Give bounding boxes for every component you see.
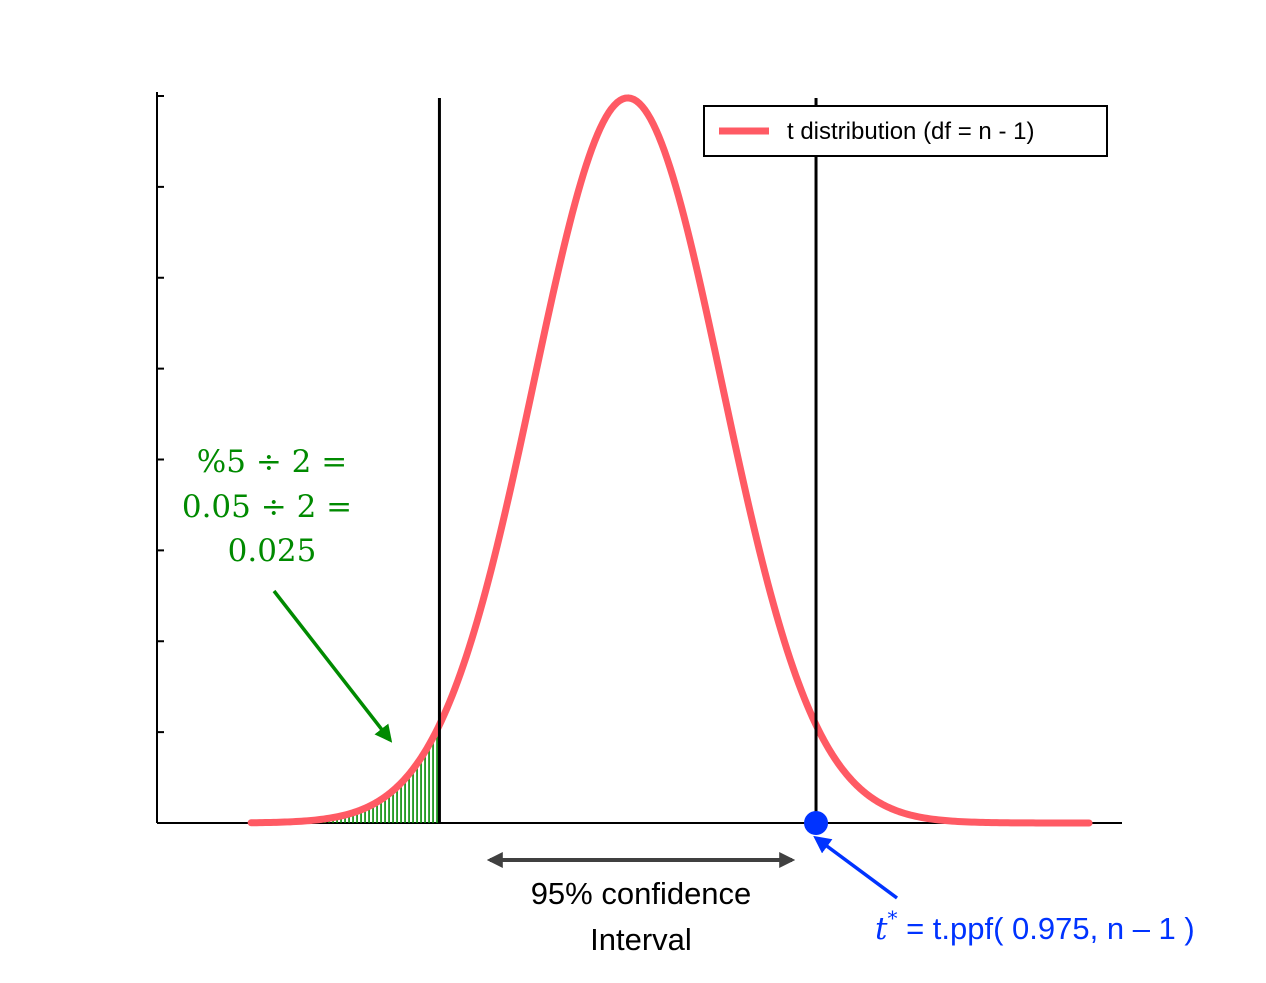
- t-star-label: t* = t.ppf( 0.975, n – 1 ): [875, 906, 1195, 947]
- interval-line-1: 95% confidence: [531, 876, 752, 911]
- t-star-annotation: t* = t.ppf( 0.975, n – 1 ): [813, 835, 1195, 947]
- legend: t distribution (df = n - 1): [703, 105, 1108, 157]
- t-star-expression: = t.ppf( 0.975, n – 1 ): [897, 911, 1194, 946]
- t-star-superscript: *: [887, 906, 897, 930]
- alpha-annotation: %5 ÷ 2 = 0.05 ÷ 2 = 0.025: [182, 444, 393, 743]
- alpha-arrow: [272, 589, 393, 743]
- alpha-line-2: 0.05 ÷ 2 =: [182, 489, 352, 525]
- lower-tail-shading: [316, 729, 438, 823]
- legend-label: t distribution (df = n - 1): [787, 118, 1034, 145]
- t-star-symbol: t: [875, 911, 888, 947]
- t-star-point: [804, 811, 829, 835]
- interval-line-2: Interval: [590, 922, 692, 957]
- t-distribution-curve: [247, 94, 1093, 827]
- legend-box: [703, 105, 1108, 157]
- alpha-line-1: %5 ÷ 2 =: [197, 444, 347, 480]
- t-star-arrow: [813, 835, 899, 900]
- interval-annotation: 95% confidence Interval: [486, 852, 796, 957]
- alpha-line-3: 0.025: [228, 533, 317, 569]
- y-axis-ticks: [157, 95, 164, 824]
